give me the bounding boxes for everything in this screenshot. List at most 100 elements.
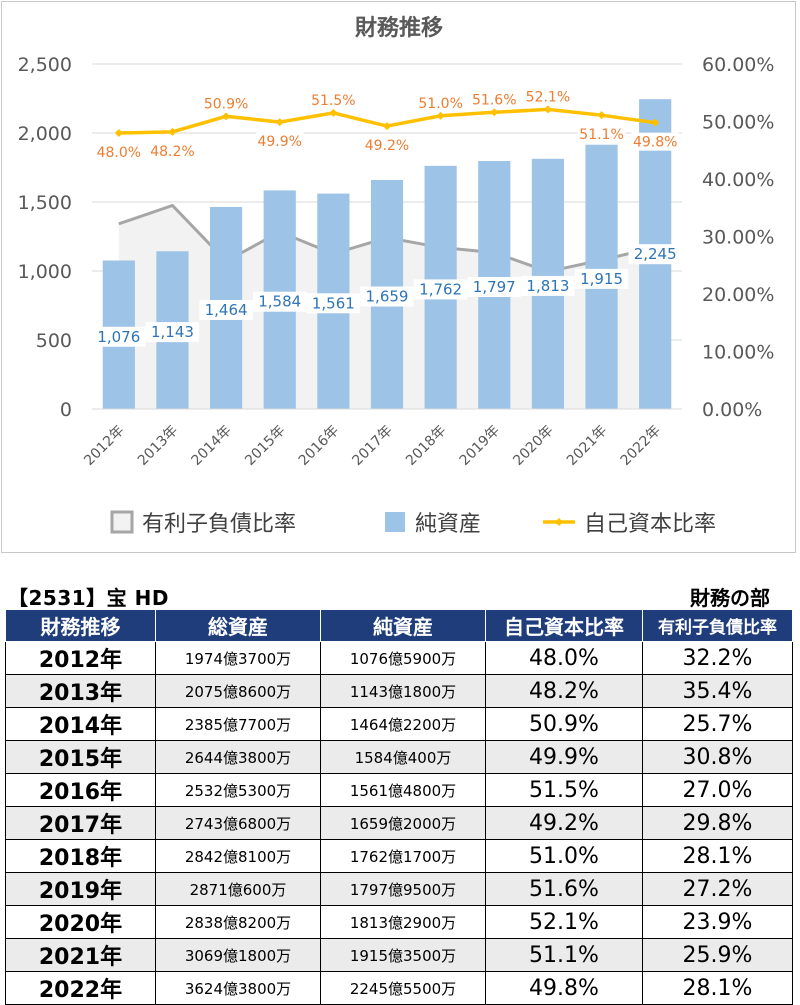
x-tick-label: 2019年 bbox=[457, 423, 503, 469]
table-row: 2021年 3069億1800万 1915億3500万 51.1% 25.9% bbox=[5, 938, 793, 972]
bar-label-bg bbox=[199, 299, 253, 320]
x-tick-label: 2020年 bbox=[510, 423, 556, 469]
x-tick-label: 2015年 bbox=[242, 423, 288, 469]
line-data-label: 49.2% bbox=[365, 138, 409, 154]
y-left-tick-label: 2,000 bbox=[18, 123, 72, 145]
cell-year: 2020年 bbox=[5, 905, 156, 939]
x-tick-label: 2013年 bbox=[135, 423, 181, 469]
cell-debt-ratio: 28.1% bbox=[642, 839, 793, 873]
cell-net-assets: 1076億5900万 bbox=[320, 641, 486, 675]
cell-year: 2018年 bbox=[5, 839, 156, 873]
line-data-label: 51.5% bbox=[311, 93, 355, 109]
y-right-tick-label: 0.00% bbox=[702, 399, 762, 421]
cell-total-assets: 3069億1800万 bbox=[155, 938, 321, 972]
table-row: 2017年 2743億6800万 1659億2000万 49.2% 29.8% bbox=[5, 806, 793, 840]
cell-debt-ratio: 29.8% bbox=[642, 806, 793, 840]
legend-label-equity-ratio: 自己資本比率 bbox=[584, 512, 716, 537]
bar-label-bg bbox=[252, 291, 307, 312]
y-left-tick-label: 1,000 bbox=[18, 261, 72, 283]
header-total-assets: 総資産 bbox=[155, 609, 321, 642]
cell-total-assets: 2644億3800万 bbox=[155, 740, 321, 774]
company-title: 【2531】宝 HD bbox=[8, 586, 169, 610]
y-left-tick-label: 1,500 bbox=[18, 192, 72, 214]
table-row: 2012年 1974億3700万 1076億5900万 48.0% 32.2% bbox=[5, 641, 793, 675]
equity-ratio-marker bbox=[651, 118, 660, 127]
x-tick-label: 2022年 bbox=[618, 423, 664, 469]
cell-equity-ratio: 51.0% bbox=[485, 839, 643, 873]
y-left-tick-label: 2,500 bbox=[18, 54, 72, 76]
legend-swatch-net-assets bbox=[385, 512, 405, 532]
bar-data-label: 1,143 bbox=[151, 323, 194, 341]
cell-net-assets: 1464億2200万 bbox=[320, 707, 486, 741]
chart-title: 財務推移 bbox=[355, 15, 443, 41]
cell-total-assets: 2842億8100万 bbox=[155, 839, 321, 873]
cell-net-assets: 1659億2000万 bbox=[320, 806, 486, 840]
equity-ratio-marker bbox=[436, 111, 445, 120]
bar-data-label: 1,915 bbox=[580, 270, 623, 288]
legend-label-debt-ratio: 有利子負債比率 bbox=[142, 512, 296, 537]
line-data-label: 51.0% bbox=[418, 96, 462, 112]
table-row: 2018年 2842億8100万 1762億1700万 51.0% 28.1% bbox=[5, 839, 793, 873]
line-label-bg bbox=[202, 94, 251, 113]
cell-year: 2013年 bbox=[5, 674, 156, 708]
cell-net-assets: 2245億5500万 bbox=[320, 971, 486, 1005]
header-debt-ratio: 有利子負債比率 bbox=[642, 609, 793, 642]
line-data-label: 51.1% bbox=[579, 127, 623, 143]
line-label-bg bbox=[148, 141, 197, 160]
equity-ratio-marker bbox=[383, 122, 391, 131]
financial-table: 財務推移 総資産 純資産 自己資本比率 有利子負債比率 2012年 1974億37… bbox=[5, 609, 793, 1005]
line-label-bg bbox=[416, 93, 465, 112]
cell-debt-ratio: 25.9% bbox=[642, 938, 793, 972]
cell-net-assets: 1143億1800万 bbox=[320, 674, 486, 708]
equity-ratio-marker bbox=[168, 127, 177, 136]
cell-year: 2015年 bbox=[5, 740, 156, 774]
legend-marker-equity-ratio bbox=[555, 518, 563, 526]
cell-total-assets: 2743億6800万 bbox=[155, 806, 321, 840]
cell-debt-ratio: 32.2% bbox=[642, 641, 793, 675]
y-right-tick-label: 50.00% bbox=[702, 112, 774, 134]
equity-ratio-marker bbox=[114, 129, 123, 137]
table-row: 2013年 2075億8600万 1143億1800万 48.2% 35.4% bbox=[5, 674, 793, 708]
bar-data-label: 1,464 bbox=[205, 301, 248, 319]
cell-equity-ratio: 51.1% bbox=[485, 938, 643, 972]
financial-chart: 財務推移 0 500 1,000 1,500 2,000 2,500 0.00% 10.00% 2… bbox=[18, 15, 775, 537]
cell-equity-ratio: 49.8% bbox=[485, 971, 643, 1005]
cell-net-assets: 1584億400万 bbox=[320, 740, 486, 774]
cell-debt-ratio: 35.4% bbox=[642, 674, 793, 708]
line-label-bg bbox=[309, 90, 358, 109]
y-right-tick-label: 30.00% bbox=[702, 227, 774, 249]
header-equity-ratio: 自己資本比率 bbox=[485, 609, 643, 642]
cell-total-assets: 2838億8200万 bbox=[155, 905, 321, 939]
y-right-tick-label: 20.00% bbox=[702, 284, 774, 306]
cell-equity-ratio: 52.1% bbox=[485, 905, 643, 939]
cell-net-assets: 1561億4800万 bbox=[320, 773, 486, 807]
cell-equity-ratio: 48.2% bbox=[485, 674, 643, 708]
line-data-label: 49.8% bbox=[633, 135, 677, 151]
section-subtitle: 財務の部 bbox=[690, 586, 770, 610]
table-row: 2014年 2385億7700万 1464億2200万 50.9% 25.7% bbox=[5, 707, 793, 741]
bar-label-bg bbox=[628, 244, 682, 265]
cell-equity-ratio: 51.5% bbox=[485, 773, 643, 807]
legend-swatch-debt-ratio bbox=[110, 510, 134, 534]
bar-label-bg bbox=[92, 326, 146, 347]
table-row: 2022年 3624億3800万 2245億5500万 49.8% 28.1% bbox=[5, 971, 793, 1005]
cell-net-assets: 1762億1700万 bbox=[320, 839, 486, 873]
x-tick-label: 2014年 bbox=[189, 423, 235, 469]
cell-total-assets: 2532億5300万 bbox=[155, 773, 321, 807]
table-header-row: 財務推移 総資産 純資産 自己資本比率 有利子負債比率 bbox=[5, 609, 793, 642]
cell-equity-ratio: 50.9% bbox=[485, 707, 643, 741]
y-left-tick-label: 0 bbox=[60, 399, 72, 421]
line-label-bg bbox=[363, 136, 411, 155]
line-data-label: 52.1% bbox=[526, 89, 570, 105]
cell-equity-ratio: 49.9% bbox=[485, 740, 643, 774]
bar-label-bg bbox=[360, 286, 414, 307]
cell-debt-ratio: 25.7% bbox=[642, 707, 793, 741]
line-label-bg bbox=[255, 132, 304, 151]
header-year: 財務推移 bbox=[5, 609, 156, 642]
cell-debt-ratio: 30.8% bbox=[642, 740, 793, 774]
line-data-label: 51.6% bbox=[472, 92, 516, 108]
equity-ratio-marker bbox=[275, 118, 284, 127]
header-net-assets: 純資産 bbox=[320, 609, 486, 642]
table-row: 2019年 2871億600万 1797億9500万 51.6% 27.2% bbox=[5, 872, 793, 906]
cell-total-assets: 2385億7700万 bbox=[155, 707, 321, 741]
